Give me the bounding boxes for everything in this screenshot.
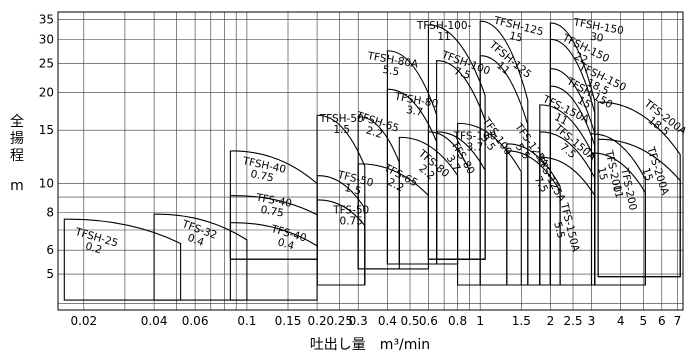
pump-region-TFS-200A-18.5 [597,101,681,278]
x-tick-label: 0.5 [400,314,419,328]
x-axis-title: 吐出し量 m³/min [310,337,430,353]
pump-label-TFS-50-0.75: TFS-50 0.75 [332,204,369,227]
pump-label-line: 0.75 [260,204,285,220]
x-tick-label: 0.1 [237,314,256,328]
pump-region-TFSH-150-30 [549,22,596,286]
x-tick-label: 6 [658,314,666,328]
pump-region-TFS-125A-7.5 [506,150,561,286]
pump-region-TFS-50-0.75 [316,199,366,286]
x-tick-label: 2.5 [563,314,582,328]
pump-label-line: 11 [611,184,626,200]
x-tick-label: 7 [674,314,682,328]
pump-label-line: 22 [572,50,589,67]
pump-label-TFSH-50-1.5: TFSH-50 1.5 [319,113,364,136]
y-axis-title-char-1: 全 [10,113,24,130]
pump-label-line: 15 [508,30,524,45]
x-tick-label: 0.2 [308,314,327,328]
pump-label-line: 15 [575,94,593,111]
pump-label-line: TFSH-50 [319,113,364,125]
pump-region-TFS-150A-11 [539,104,596,286]
x-tick-label: 1.5 [512,314,531,328]
pump-label-line: 0.75 [249,168,274,185]
x-tick-label: 0.02 [70,314,97,328]
pump-region-TFS-200-11 [590,152,646,286]
pump-region-TFSH-150-22 [549,38,596,286]
pump-label-line: 15 [639,166,655,182]
x-tick-label: 2 [547,314,555,328]
pump-label-line: 0.2 [84,240,103,256]
pump-region-TFS-150A-5.5 [539,156,596,286]
y-tick-label: 15 [39,123,54,137]
pump-region-TFSH-125-11 [479,55,529,286]
y-tick-label: 35 [39,12,54,26]
y-axis-unit: m [10,178,24,194]
x-tick-label: 0.4 [378,314,397,328]
pump-region-TFSH-150-15 [549,85,596,286]
pump-region-TFS-80-3.7 [427,131,471,260]
y-tick-label: 25 [39,56,54,70]
pump-label-line: 11 [552,111,569,128]
pump-label-line: 5.5 [382,64,401,79]
pump-label-line: 0.4 [186,232,206,249]
y-tick-labels: 5 6 8 10 15 20 25 30 35 [39,12,54,281]
pump-region-TFS-200A-15 [597,138,681,278]
y-axis-title-char-2: 揚 [10,130,24,147]
pump-label-TFS-40-0.75: TFS-400.75 [252,192,293,221]
pump-region-TFSH-50-1.5 [316,114,366,286]
pump-label-line: 2.2 [364,124,384,141]
x-tick-label: 0.15 [275,314,302,328]
x-tick-label: 0.06 [182,314,209,328]
pump-region-TFSH-125-15 [479,20,529,286]
pump-label-line: 0.75 [340,215,363,227]
x-tick-labels: 0.02 0.04 0.06 0.1 0.15 0.2 0.250.3 0.4 0.5 0.6 0.… [70,314,681,328]
pump-label-line: TFSH-100- [416,20,472,32]
x-tick-label: 4 [617,314,625,328]
x-tick-label: 0.3 [349,314,368,328]
pump-label-line: 0.4 [276,236,296,252]
y-tick-label: 8 [46,206,54,220]
x-tick-label: 5 [639,314,647,328]
pump-region-TFS-100-5.5 [457,122,522,286]
pump-label-line: TFS-100 [453,130,497,142]
pump-label-line: 30 [589,31,604,45]
pump-region-TFS-125A-5.5 [506,143,561,286]
pump-region-TFS-32-0.4 [153,213,248,301]
y-tick-label: 20 [39,86,54,100]
y-tick-label: 10 [39,176,54,190]
pump-label-line: 1.5 [343,182,362,198]
pump-label-line: 11 [437,31,450,43]
y-tick-label: 6 [46,243,54,257]
pump-region-TFS-200-15 [590,133,646,286]
pump-label-line: 7.5 [452,65,472,82]
pump-label-line: 15 [595,166,610,182]
pump-label-line: 5.5 [551,221,567,240]
pump-label-line: 3.7 [405,104,424,119]
x-tick-label: 0.04 [141,314,168,328]
x-tick-label: 0.6 [419,314,438,328]
pump-label-TFS-100-3.7: TFS-100 3.7 [453,130,497,153]
x-tick-label: 1 [476,314,484,328]
pump-region-TFS-50-1.5 [316,175,366,286]
pump-label-line: 3.7 [467,141,484,153]
y-tick-label: 5 [46,267,54,281]
plot-frame [57,11,684,311]
pump-label-line: 1.5 [333,124,350,136]
y-tick-label: 30 [39,33,54,47]
pump-region-TFS-100-3.7 [436,131,486,260]
pump-region-TFSH-25-0.2 [63,218,182,301]
pump-region-TFSH-100-7.5 [436,60,486,260]
pump-regions [63,20,681,301]
x-tick-label: 0.8 [448,314,467,328]
y-axis-title-char-3: 程 [10,148,24,164]
pump-region-TFSH-100--11 [427,24,486,260]
x-tick-label: 3 [588,314,596,328]
pump-label-TFSH-100--11: TFSH-100-11 [416,20,472,43]
x-tick-label: 0.25 [326,314,353,328]
pump-region-TFS-150A-7.5 [539,131,596,286]
pump-label-line: TFS-50 [332,204,369,216]
